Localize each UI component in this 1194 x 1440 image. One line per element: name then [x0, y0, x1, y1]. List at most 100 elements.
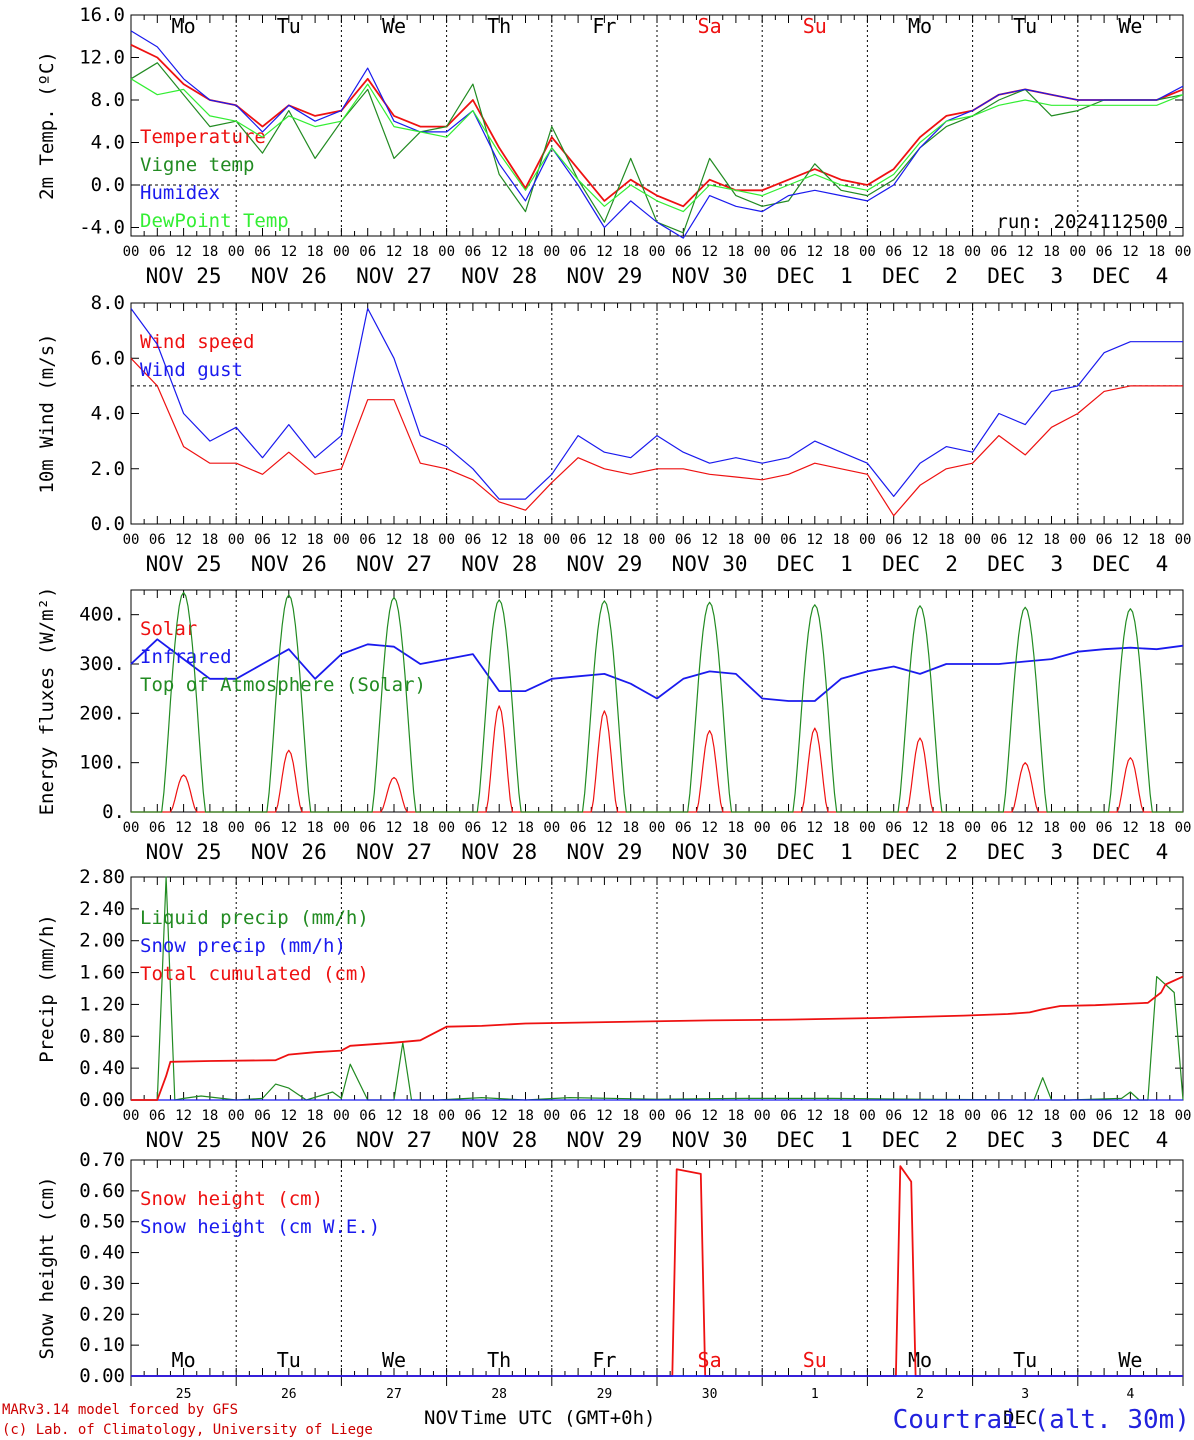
date-label: DEC 2 — [882, 840, 958, 864]
date-label: NOV 27 — [356, 552, 432, 576]
y-tick-label: -4.0 — [79, 217, 125, 239]
y-tick-label: 8.0 — [91, 292, 125, 314]
y-tick-label: 100. — [79, 752, 125, 774]
hour-tick-label: 06 — [254, 820, 271, 836]
hour-tick-label: 00 — [228, 820, 245, 836]
y-tick-label: 0.0 — [91, 174, 125, 196]
hour-tick-label: 00 — [543, 1108, 560, 1124]
hour-tick-label: 18 — [1148, 532, 1165, 548]
hour-tick-label: 06 — [359, 532, 376, 548]
hour-tick-label: 12 — [596, 244, 613, 260]
hour-tick-label: 12 — [491, 820, 508, 836]
run-label: run: 2024112500 — [996, 211, 1168, 233]
hour-tick-label: 18 — [1148, 820, 1165, 836]
hour-tick-label: 00 — [438, 1108, 455, 1124]
date-label: NOV 29 — [566, 1128, 642, 1152]
y-tick-label: 0.40 — [79, 1057, 125, 1079]
hour-tick-label: 18 — [307, 1108, 324, 1124]
hour-tick-label: 00 — [964, 1108, 981, 1124]
date-label: DEC 1 — [777, 1128, 853, 1152]
hour-tick-label: 06 — [885, 1108, 902, 1124]
y-axis-label: Precip (mm/h) — [36, 914, 58, 1063]
x-axis-label: Time UTC (GMT+0h) — [461, 1407, 655, 1429]
hour-tick-label: 00 — [859, 820, 876, 836]
weekday-label: Sa — [698, 14, 722, 38]
hour-tick-label: 18 — [727, 820, 744, 836]
hour-tick-label: 12 — [596, 1108, 613, 1124]
day-number-label: 27 — [386, 1387, 402, 1402]
weekday-label: Tu — [1013, 14, 1037, 38]
date-label: NOV 27 — [356, 840, 432, 864]
hour-tick-label: 18 — [201, 244, 218, 260]
day-number-label: 26 — [281, 1387, 297, 1402]
hour-tick-label: 12 — [1017, 820, 1034, 836]
weekday-label: Tu — [277, 1348, 301, 1372]
hour-tick-label: 12 — [701, 244, 718, 260]
hour-tick-label: 06 — [1096, 820, 1113, 836]
series-line — [131, 591, 1183, 813]
y-tick-label: 2.40 — [79, 898, 125, 920]
hour-tick-label: 00 — [754, 820, 771, 836]
series-line — [130, 78, 1184, 213]
hour-tick-label: 00 — [438, 532, 455, 548]
date-label: NOV 28 — [461, 264, 537, 288]
y-tick-label: 0.30 — [79, 1272, 125, 1294]
hour-tick-label: 18 — [938, 820, 955, 836]
hour-tick-label: 18 — [412, 820, 429, 836]
date-label: NOV 28 — [461, 552, 537, 576]
y-tick-label: 2.00 — [79, 930, 125, 952]
hour-tick-label: 06 — [780, 820, 797, 836]
x-axis-month-label-2: DEC — [1003, 1407, 1037, 1429]
weekday-label: Su — [803, 14, 827, 38]
series-line — [130, 357, 1183, 517]
hour-tick-label: 12 — [1017, 244, 1034, 260]
hour-tick-label: 12 — [912, 244, 929, 260]
y-tick-label: 0.20 — [79, 1303, 125, 1325]
day-number-label: 29 — [597, 1387, 613, 1402]
hour-tick-label: 00 — [333, 532, 350, 548]
hour-tick-label: 18 — [412, 1108, 429, 1124]
series-line — [130, 307, 1183, 500]
hour-tick-label: 06 — [675, 244, 692, 260]
date-label: NOV 26 — [251, 264, 327, 288]
hour-tick-label: 12 — [175, 532, 192, 548]
hour-tick-label: 00 — [649, 820, 666, 836]
hour-tick-label: 18 — [412, 532, 429, 548]
day-number-label: 28 — [491, 1387, 507, 1402]
hour-tick-label: 12 — [386, 820, 403, 836]
y-tick-label: 300. — [79, 653, 125, 675]
legend-entry: Top of Atmosphere (Solar) — [140, 674, 426, 696]
hour-tick-label: 06 — [359, 244, 376, 260]
hour-tick-label: 18 — [1043, 820, 1060, 836]
hour-tick-label: 00 — [333, 820, 350, 836]
date-label: NOV 30 — [672, 552, 748, 576]
hour-tick-label: 06 — [990, 820, 1007, 836]
y-tick-label: 0.40 — [79, 1242, 125, 1264]
hour-tick-label: 06 — [780, 532, 797, 548]
hour-tick-label: 18 — [307, 820, 324, 836]
hour-tick-label: 06 — [149, 1108, 166, 1124]
hour-tick-label: 00 — [964, 244, 981, 260]
hour-tick-label: 06 — [149, 244, 166, 260]
day-number-label: 25 — [176, 1387, 192, 1402]
date-label: NOV 26 — [251, 1128, 327, 1152]
hour-tick-label: 06 — [885, 820, 902, 836]
y-tick-label: 0.80 — [79, 1025, 125, 1047]
date-label: DEC 4 — [1092, 264, 1168, 288]
hour-tick-label: 00 — [123, 820, 140, 836]
weekday-label: Tu — [277, 14, 301, 38]
series-line — [130, 62, 1184, 234]
date-label: DEC 3 — [987, 552, 1063, 576]
date-label: NOV 28 — [461, 1128, 537, 1152]
panel-2: 8.0 6.0 4.0 2.0 0.0 10m Wind (m/s) 00 06 12 18 00 0… — [36, 292, 1191, 576]
hour-tick-label: 06 — [990, 1108, 1007, 1124]
hour-tick-label: 06 — [464, 532, 481, 548]
hour-tick-label: 06 — [1096, 244, 1113, 260]
weekday-label: Mo — [172, 14, 196, 38]
hour-tick-label: 06 — [254, 532, 271, 548]
hour-tick-label: 18 — [938, 1108, 955, 1124]
hour-tick-label: 12 — [596, 532, 613, 548]
hour-tick-label: 12 — [912, 820, 929, 836]
day-number-label: 4 — [1126, 1387, 1134, 1402]
legend-entry: Wind speed — [140, 331, 254, 353]
